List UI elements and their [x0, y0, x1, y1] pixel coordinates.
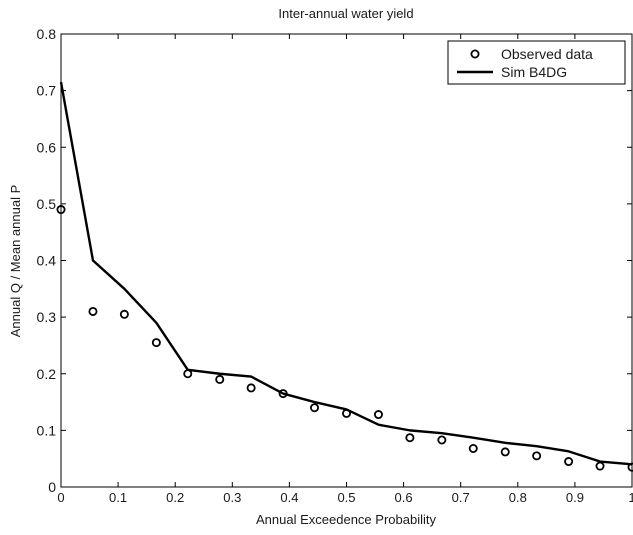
y-axis-label: Annual Q / Mean annual P — [8, 185, 23, 338]
data-point-observed — [564, 457, 574, 467]
x-tick-label: 0.7 — [452, 490, 470, 505]
x-tick-label: 0.3 — [223, 490, 241, 505]
x-tick-label: 1 — [628, 490, 633, 505]
x-tick-label: 0.1 — [109, 490, 127, 505]
data-point-observed — [405, 433, 415, 443]
x-tick-label: 0.9 — [566, 490, 584, 505]
legend-box — [447, 40, 626, 85]
data-point-observed — [151, 338, 161, 348]
y-tick-label: 0.1 — [37, 422, 57, 438]
y-tick-label: 0.6 — [37, 139, 57, 155]
y-tick-label: 0.5 — [37, 196, 57, 212]
legend-label: Sim B4DG — [501, 64, 567, 80]
y-tick-label: 0 — [48, 479, 56, 495]
x-tick-label: 0 — [57, 490, 64, 505]
y-tick-label: 0.7 — [37, 83, 57, 99]
data-point-observed — [246, 383, 256, 393]
data-point-observed — [500, 447, 510, 457]
y-tick-label: 0.2 — [37, 366, 57, 382]
data-point-observed — [373, 410, 383, 420]
data-point-observed — [88, 306, 98, 316]
y-tick-label: 0.3 — [37, 309, 57, 325]
data-point-observed — [437, 435, 447, 445]
x-tick-label: 0.2 — [166, 490, 184, 505]
plot-frame — [60, 33, 633, 488]
y-tick-label: 0.4 — [37, 253, 57, 269]
data-point-observed — [468, 443, 478, 453]
series-line-sim-b4dg — [59, 81, 633, 466]
legend: Observed data Sim B4DG — [447, 40, 626, 85]
x-axis-label: Annual Exceedence Probability — [256, 512, 436, 527]
data-point-observed — [56, 205, 66, 215]
legend-label: Observed data — [501, 46, 593, 62]
y-tick-label: 0.8 — [37, 26, 57, 42]
data-point-observed — [310, 403, 320, 413]
data-point-observed — [215, 374, 225, 384]
data-point-observed — [532, 451, 542, 461]
chart-title: Inter-annual water yield — [278, 6, 413, 21]
data-point-observed — [119, 309, 129, 319]
x-tick-label: 0.6 — [395, 490, 413, 505]
x-tick-label: 0.8 — [509, 490, 527, 505]
x-tick-label: 0.4 — [280, 490, 298, 505]
x-tick-label: 0.5 — [337, 490, 355, 505]
legend-swatch-observed — [470, 49, 480, 59]
data-point-observed — [595, 461, 605, 471]
